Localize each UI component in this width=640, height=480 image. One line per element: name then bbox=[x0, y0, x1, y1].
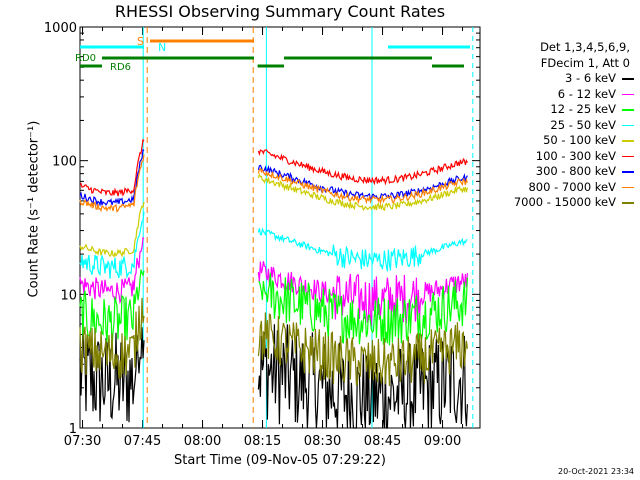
y-tick-label-1: 1 bbox=[69, 422, 77, 437]
legend-entry-label: 100 - 300 keV bbox=[535, 148, 616, 163]
flag-label-n: N bbox=[158, 41, 166, 54]
series-line-12-25-keV-seg2 bbox=[258, 272, 468, 346]
series-line-6-12-keV-seg2 bbox=[257, 261, 468, 327]
legend-entry-label: 300 - 800 keV bbox=[535, 164, 616, 178]
series-line-6-12-keV-seg1 bbox=[79, 236, 145, 305]
chart-title: RHESSI Observing Summary Count Rates bbox=[114, 2, 446, 21]
legend-entry: 6 - 12 keV bbox=[488, 87, 634, 103]
legend-entry: 25 - 50 keV bbox=[488, 118, 634, 134]
series-line-50-100-keV-seg1 bbox=[79, 201, 145, 258]
series-line-25-50-keV-seg2 bbox=[257, 227, 468, 272]
legend-entry-label: 12 - 25 keV bbox=[550, 102, 616, 116]
legend-entry-swatch bbox=[622, 202, 634, 204]
legend-header-decimation: FDecim 1, Att 0 bbox=[540, 55, 630, 70]
legend-entry: 100 - 300 keV bbox=[488, 149, 634, 165]
legend-entry-label: 50 - 100 keV bbox=[543, 133, 616, 147]
legend-entry-swatch bbox=[622, 140, 634, 142]
x-tick-label-0745: 07:45 bbox=[124, 434, 161, 449]
legend-entry: 12 - 25 keV bbox=[488, 102, 634, 118]
plot-frame bbox=[79, 26, 481, 429]
series-line-7000-15000-keV-seg1 bbox=[79, 297, 145, 380]
legend-entry-label: 800 - 7000 keV bbox=[528, 179, 616, 194]
legend-entry-swatch bbox=[622, 124, 634, 126]
series-line-800-7000-keV-seg1 bbox=[79, 154, 145, 213]
y-tick-label-100: 100 bbox=[52, 155, 77, 170]
y-axis-label: Count Rate (s⁻¹ detector⁻¹) bbox=[26, 120, 42, 298]
flag-label-s: S bbox=[137, 35, 144, 48]
x-axis-label: Start Time (09-Nov-05 07:29:22) bbox=[174, 453, 386, 468]
x-tick-label-0830: 08:30 bbox=[304, 434, 341, 449]
legend-entry-label: 6 - 12 keV bbox=[557, 86, 616, 101]
series-line-3-6-keV-seg1 bbox=[79, 323, 145, 423]
legend-entry-swatch bbox=[622, 109, 634, 111]
legend-rows: 3 - 6 keV 6 - 12 keV 12 - 25 keV 25 - 50 ke… bbox=[488, 71, 634, 211]
legend: Det 1,3,4,5,6,9, FDecim 1, Att 0 3 - 6 k… bbox=[488, 40, 634, 211]
series-line-7000-15000-keV-seg2 bbox=[257, 312, 468, 387]
legend-entry-label: 3 - 6 keV bbox=[565, 71, 616, 85]
series-line-100-300-keV-seg1 bbox=[79, 138, 145, 197]
legend-entry: 7000 - 15000 keV bbox=[488, 195, 634, 211]
series-line-3-6-keV-seg2 bbox=[257, 324, 468, 429]
series-line-25-50-keV-seg1 bbox=[79, 211, 145, 280]
legend-entry-swatch bbox=[622, 93, 634, 95]
series-line-100-300-keV-seg2 bbox=[257, 149, 468, 186]
legend-entry: 3 - 6 keV bbox=[488, 71, 634, 87]
series-line-50-100-keV-seg2 bbox=[257, 172, 468, 212]
legend-entry: 800 - 7000 keV bbox=[488, 180, 634, 196]
legend-entry: 50 - 100 keV bbox=[488, 133, 634, 149]
legend-entry-swatch bbox=[622, 171, 634, 173]
legend-entry: 300 - 800 keV bbox=[488, 164, 634, 180]
flag-label-rd0: RD0 bbox=[75, 53, 96, 64]
legend-entry-swatch bbox=[622, 186, 634, 188]
flag-label-rd6: RD6 bbox=[110, 62, 131, 73]
series-line-800-7000-keV-seg2 bbox=[257, 167, 468, 206]
footer-timestamp: 20-Oct-2021 23:34 bbox=[558, 467, 634, 476]
x-tick-label-0900: 09:00 bbox=[424, 434, 461, 449]
y-tick-label-10: 10 bbox=[60, 288, 77, 303]
x-tick-label-0815: 08:15 bbox=[244, 434, 281, 449]
series-line-300-800-keV-seg1 bbox=[79, 148, 145, 207]
legend-entry-swatch bbox=[622, 155, 634, 157]
legend-entry-swatch bbox=[622, 78, 634, 80]
legend-entry-label: 25 - 50 keV bbox=[550, 117, 616, 132]
x-tick-label-0800: 08:00 bbox=[184, 434, 221, 449]
y-tick-label-1000: 1000 bbox=[44, 21, 77, 36]
x-tick-label-0730: 07:30 bbox=[64, 434, 101, 449]
legend-header-detectors: Det 1,3,4,5,6,9, bbox=[540, 40, 630, 54]
x-tick-label-0845: 08:45 bbox=[364, 434, 401, 449]
legend-entry-label: 7000 - 15000 keV bbox=[513, 195, 616, 209]
